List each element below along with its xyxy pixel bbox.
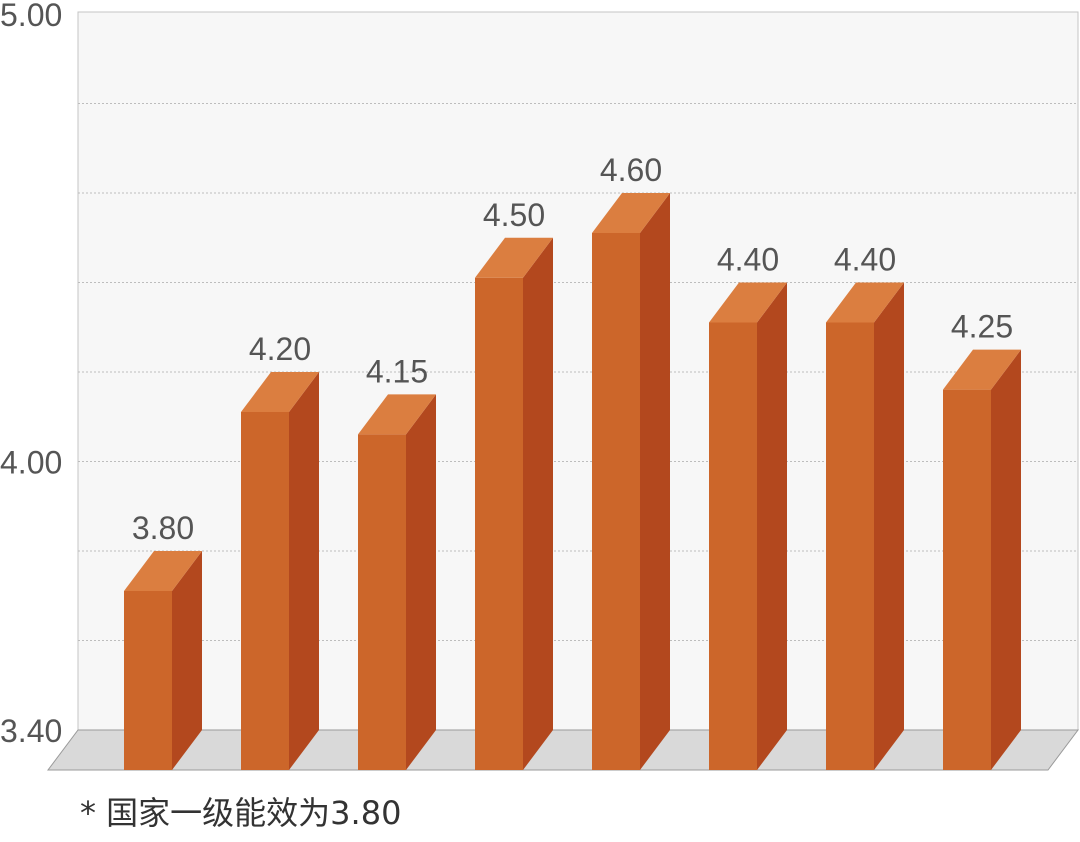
bar-front: [943, 389, 991, 770]
bar-side: [406, 394, 436, 770]
y-tick-label: 3.40: [0, 713, 62, 749]
y-tick-label: 4.00: [0, 445, 62, 481]
bar-top: [475, 237, 553, 278]
data-label: 4.25: [951, 309, 1013, 345]
bar-front: [826, 322, 874, 770]
data-label: 4.40: [834, 242, 896, 278]
bar-side: [874, 282, 904, 770]
bar-top: [124, 551, 202, 591]
bar-side: [289, 372, 319, 770]
bar-top: [943, 349, 1021, 390]
y-tick-label: 5.00: [0, 0, 62, 33]
bar-top: [241, 372, 319, 412]
bar-front: [241, 412, 289, 770]
bar-side: [991, 349, 1021, 770]
bar-side: [523, 237, 553, 770]
bar-side: [172, 551, 202, 770]
bar-front: [475, 277, 523, 770]
floor: [47, 729, 1079, 771]
data-label: 4.40: [717, 242, 779, 278]
data-label: 3.80: [132, 510, 194, 546]
bar-top: [709, 282, 787, 323]
data-label: 4.15: [366, 353, 428, 389]
footnote: * 国家一级能效为3.80: [80, 794, 402, 832]
data-label: 4.20: [249, 331, 311, 367]
bar-top: [592, 193, 670, 233]
data-label: 4.50: [483, 197, 545, 233]
bar-front: [592, 233, 640, 770]
back-wall: [77, 11, 1079, 731]
bar-side: [640, 193, 670, 770]
bar-front: [709, 322, 757, 770]
data-label: 4.60: [600, 152, 662, 188]
bar-top: [358, 394, 436, 435]
bar-top: [826, 282, 904, 323]
bar-front: [358, 434, 406, 770]
bar-side: [757, 282, 787, 770]
bar-front: [124, 591, 172, 770]
